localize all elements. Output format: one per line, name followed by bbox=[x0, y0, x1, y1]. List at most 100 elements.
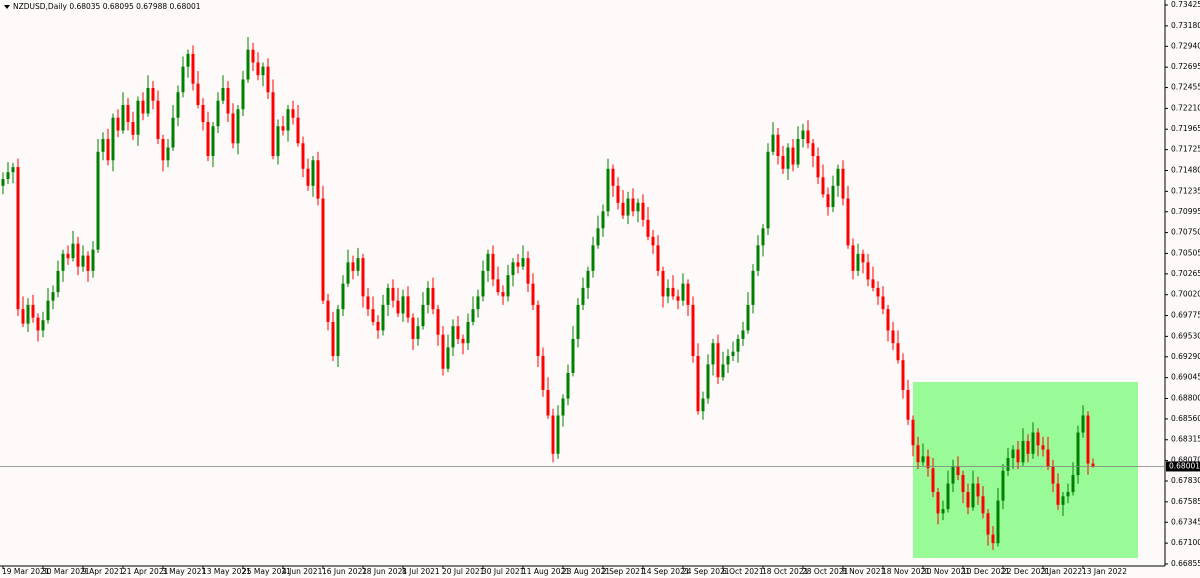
candle-body bbox=[876, 287, 880, 297]
candle-body bbox=[1051, 466, 1055, 484]
candle-body bbox=[421, 304, 425, 327]
open-value: 0.68035 bbox=[69, 2, 100, 11]
candle-body bbox=[466, 321, 470, 344]
symbol: NZDUSD,Daily bbox=[13, 2, 67, 11]
candle-body bbox=[536, 304, 540, 356]
candle-body bbox=[36, 317, 40, 331]
low-value: 0.67988 bbox=[136, 2, 167, 11]
candle-body bbox=[226, 87, 230, 114]
x-tick-label: 28 Oct 2021 bbox=[802, 567, 849, 576]
candle-body bbox=[21, 309, 25, 324]
x-tick-label: 3 Jan 2022 bbox=[1042, 567, 1082, 576]
candle-body bbox=[656, 245, 660, 271]
candle-body bbox=[411, 317, 415, 339]
candle-body bbox=[441, 334, 445, 369]
x-tick-label: 25 May 2021 bbox=[242, 567, 291, 576]
y-tick-label: 0.72210 bbox=[1171, 103, 1200, 112]
candle-body bbox=[371, 309, 375, 322]
y-tick-label: 0.67345 bbox=[1171, 517, 1200, 526]
candle-body bbox=[491, 253, 495, 280]
candle-body bbox=[896, 343, 900, 361]
x-tick-label: 8 Jul 2021 bbox=[402, 567, 440, 576]
candle-body bbox=[911, 419, 915, 446]
candle-body bbox=[416, 326, 420, 339]
candle-body bbox=[201, 104, 205, 122]
x-tick-label: 6 Oct 2021 bbox=[722, 567, 764, 576]
candle-body bbox=[436, 309, 440, 335]
candle-body bbox=[1056, 483, 1060, 505]
candle-body bbox=[816, 156, 820, 178]
candle-body bbox=[731, 351, 735, 356]
candle-body bbox=[701, 398, 705, 412]
high-value: 0.68095 bbox=[103, 2, 134, 11]
candle-body bbox=[6, 172, 10, 179]
candle-body bbox=[821, 177, 825, 195]
menu-arrow[interactable] bbox=[4, 5, 10, 9]
candle-body bbox=[686, 283, 690, 305]
candle-body bbox=[1, 178, 5, 186]
candle-body bbox=[266, 66, 270, 93]
candle-body bbox=[811, 143, 815, 157]
candle-body bbox=[171, 117, 175, 148]
candle-body bbox=[846, 198, 850, 246]
last-price-box bbox=[1166, 461, 1200, 472]
x-tick-label: 8 Nov 2021 bbox=[842, 567, 885, 576]
candle-body bbox=[251, 49, 255, 63]
candle-body bbox=[601, 211, 605, 229]
candle-body bbox=[296, 117, 300, 144]
close-value: 0.68001 bbox=[170, 2, 201, 11]
x-tick-label: 3 May 2021 bbox=[162, 567, 206, 576]
chart-header: NZDUSD,Daily 0.68035 0.68095 0.67988 0.6… bbox=[13, 2, 201, 11]
candle-body bbox=[986, 513, 990, 535]
candle-body bbox=[301, 143, 305, 169]
candle-body bbox=[1001, 470, 1005, 501]
x-tick-label: 4 Jun 2021 bbox=[282, 567, 323, 576]
candle-body bbox=[121, 104, 125, 131]
candle-body bbox=[221, 87, 225, 101]
candle-body bbox=[761, 228, 765, 246]
candle-body bbox=[451, 326, 455, 348]
y-tick-label: 0.69290 bbox=[1171, 352, 1200, 361]
candle-body bbox=[1071, 475, 1075, 493]
candle-body bbox=[56, 270, 60, 293]
x-tick-label: 24 Sep 2021 bbox=[682, 567, 730, 576]
candle-body bbox=[366, 296, 370, 310]
candle-body bbox=[626, 198, 630, 216]
candle-body bbox=[156, 100, 160, 140]
candle-body bbox=[16, 167, 20, 310]
candle-body bbox=[291, 109, 295, 118]
candle-body bbox=[111, 117, 115, 161]
x-tick-label: 2 Sep 2021 bbox=[602, 567, 645, 576]
candle-body bbox=[106, 139, 110, 161]
candle-body bbox=[616, 185, 620, 203]
y-tick-label: 0.69045 bbox=[1171, 373, 1200, 382]
candle-body bbox=[336, 309, 340, 356]
candle-body bbox=[901, 360, 905, 390]
candle-body bbox=[1011, 449, 1015, 459]
candle-body bbox=[381, 304, 385, 331]
candle-body bbox=[86, 255, 90, 271]
candle-body bbox=[836, 168, 840, 186]
candle-body bbox=[356, 258, 360, 271]
candle-body bbox=[181, 66, 185, 93]
candle-body bbox=[206, 121, 210, 157]
candle-body bbox=[726, 355, 730, 365]
y-tick-label: 0.69775 bbox=[1171, 311, 1200, 320]
candle-body bbox=[486, 253, 490, 271]
candle-body bbox=[141, 100, 145, 114]
candle-body bbox=[891, 330, 895, 344]
candle-body bbox=[576, 304, 580, 339]
x-tick-label: 30 Mar 2021 bbox=[42, 567, 90, 576]
candle-body bbox=[401, 296, 405, 314]
y-tick-label: 0.68800 bbox=[1171, 393, 1200, 402]
candle-body bbox=[971, 483, 975, 508]
candle-body bbox=[61, 253, 65, 271]
candle-body bbox=[176, 92, 180, 118]
candle-body bbox=[671, 287, 675, 297]
candle-body bbox=[286, 109, 290, 131]
candle-body bbox=[26, 304, 30, 324]
candle-body bbox=[231, 113, 235, 144]
candle-body bbox=[276, 126, 280, 157]
y-tick-label: 0.68560 bbox=[1171, 414, 1200, 423]
candle-body bbox=[31, 304, 35, 318]
